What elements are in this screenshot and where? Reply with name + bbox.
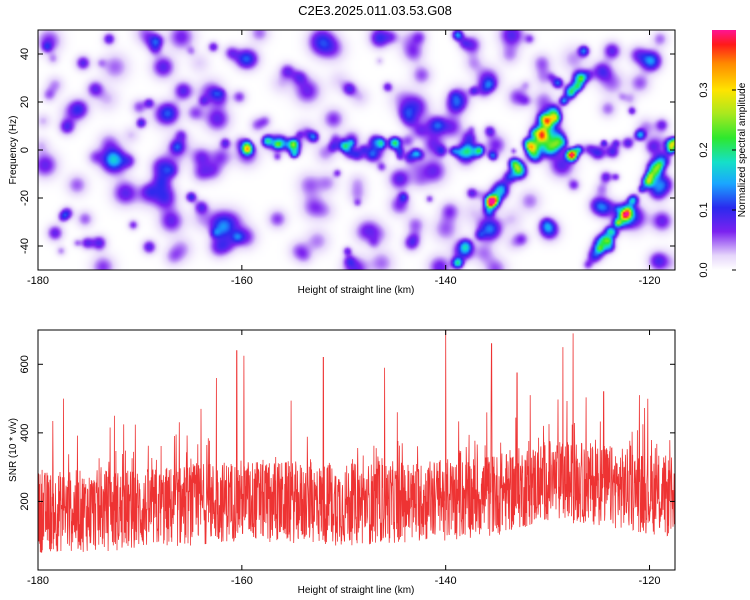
snr-panel: -180 -160 -140 -120 200 400 600 Height of str… (8, 329, 676, 596)
x-tick-label: -160 (231, 575, 253, 587)
colorbar-label: Normalized spectral amplitude (737, 82, 748, 217)
colorbar-tick-label: 0.2 (698, 142, 710, 157)
y-tick-label: 600 (19, 355, 31, 373)
x-tick-label: -120 (639, 275, 661, 287)
snr-y-label: SNR (10 * v/v) (8, 418, 19, 482)
colorbar-tick-label: 0.1 (698, 202, 710, 217)
y-tick-label: -40 (19, 238, 31, 254)
y-tick-label: 40 (19, 48, 31, 60)
y-tick-label: 0 (19, 147, 31, 153)
colorbar: 0.0 0.1 0.2 0.3 Normalized spectral amplitu… (698, 30, 748, 278)
colorbar-tick-label: 0.0 (698, 262, 710, 277)
y-tick-label: 200 (19, 492, 31, 510)
snr-series-line (37, 329, 676, 553)
x-tick-label: -120 (639, 575, 661, 587)
colorbar-ticks: 0.0 0.1 0.2 0.3 (698, 82, 736, 278)
snr-x-label: Height of straight line (km) (298, 585, 415, 596)
snr-y-ticks: 200 400 600 (19, 355, 675, 511)
heatmap-y-label: Frequency (Hz) (8, 116, 19, 185)
figure-title: C2E3.2025.011.03.53.G08 (298, 3, 452, 18)
x-tick-label: -180 (27, 575, 49, 587)
y-tick-label: 400 (19, 424, 31, 442)
x-tick-label: -140 (435, 575, 457, 587)
y-tick-label: 20 (19, 96, 31, 108)
heatmap-image (38, 30, 675, 270)
x-tick-label: -180 (27, 275, 49, 287)
x-tick-label: -140 (435, 275, 457, 287)
snr-x-ticks: -180 -160 -140 -120 (27, 330, 661, 587)
y-tick-label: -20 (19, 190, 31, 206)
x-tick-label: -160 (231, 275, 253, 287)
colorbar-tick-label: 0.3 (698, 82, 710, 97)
heatmap-x-label: Height of straight line (km) (298, 285, 415, 296)
snr-frame (37, 329, 676, 571)
heatmap-panel: -180 -160 -140 -120 40 20 0 -20 -40 Height of s… (8, 29, 676, 296)
heatmap-x-ticks: -180 -160 -140 -120 (27, 30, 661, 287)
heatmap-y-ticks: 40 20 0 -20 -40 (19, 48, 675, 254)
